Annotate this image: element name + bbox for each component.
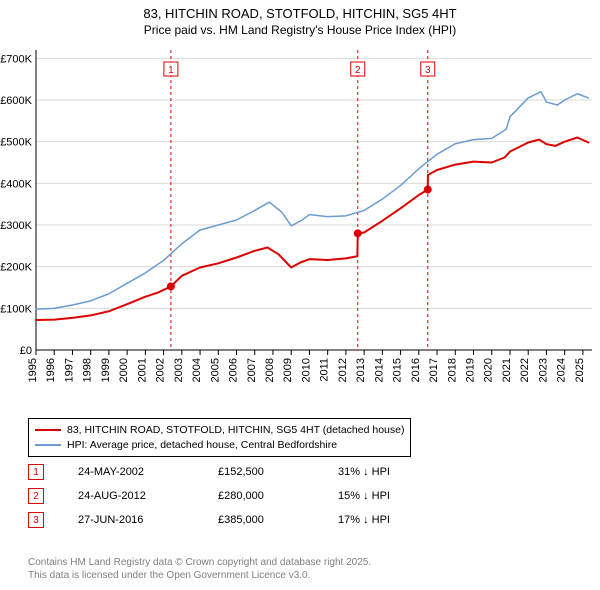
marker-date: 24-AUG-2012: [78, 490, 218, 502]
svg-text:2022: 2022: [519, 358, 531, 382]
svg-text:£400K: £400K: [0, 178, 32, 190]
legend-item: HPI: Average price, detached house, Cent…: [35, 437, 404, 452]
svg-text:2003: 2003: [173, 358, 185, 382]
svg-text:3: 3: [425, 65, 431, 76]
svg-text:2018: 2018: [446, 358, 458, 382]
svg-text:£200K: £200K: [0, 262, 32, 274]
svg-text:1: 1: [168, 65, 174, 76]
svg-text:2014: 2014: [373, 358, 385, 382]
marker-table: 1 24-MAY-2002£152,50031% ↓ HPI 2 24-AUG-201…: [28, 460, 458, 532]
legend-label: 83, HITCHIN ROAD, STOTFOLD, HITCHIN, SG5…: [67, 424, 404, 436]
svg-text:2025: 2025: [574, 358, 586, 382]
svg-text:2006: 2006: [228, 358, 240, 382]
svg-text:£0: £0: [20, 345, 32, 357]
svg-text:2009: 2009: [282, 358, 294, 382]
svg-text:2001: 2001: [136, 358, 148, 382]
svg-text:2: 2: [355, 65, 361, 76]
marker-number-box: 3: [28, 512, 44, 528]
chart-title: 83, HITCHIN ROAD, STOTFOLD, HITCHIN, SG5…: [0, 0, 600, 23]
marker-price: £385,000: [218, 514, 338, 526]
svg-text:£300K: £300K: [0, 220, 32, 232]
license-text: Contains HM Land Registry data © Crown c…: [28, 556, 371, 582]
marker-date: 27-JUN-2016: [78, 514, 218, 526]
marker-price: £152,500: [218, 466, 338, 478]
svg-text:2008: 2008: [264, 358, 276, 382]
svg-text:1995: 1995: [27, 358, 39, 382]
legend: 83, HITCHIN ROAD, STOTFOLD, HITCHIN, SG5…: [28, 418, 411, 457]
chart-area: £0 £100K £200K £300K £400K £500K £600K £700K 199…: [0, 44, 600, 410]
svg-text:2000: 2000: [118, 358, 130, 382]
svg-text:1998: 1998: [82, 358, 94, 382]
svg-text:2005: 2005: [209, 358, 221, 382]
svg-text:1996: 1996: [45, 358, 57, 382]
svg-text:£600K: £600K: [0, 95, 32, 107]
marker-row: 2 24-AUG-2012£280,00015% ↓ HPI: [28, 484, 458, 508]
legend-swatch: [35, 444, 61, 446]
svg-text:2013: 2013: [355, 358, 367, 382]
marker-number-box: 2: [28, 488, 44, 504]
svg-text:2019: 2019: [465, 358, 477, 382]
svg-text:2023: 2023: [537, 358, 549, 382]
legend-item: 83, HITCHIN ROAD, STOTFOLD, HITCHIN, SG5…: [35, 422, 404, 437]
license-line: Contains HM Land Registry data © Crown c…: [28, 556, 371, 569]
marker-date: 24-MAY-2002: [78, 466, 218, 478]
svg-text:2016: 2016: [410, 358, 422, 382]
svg-text:1997: 1997: [63, 358, 75, 382]
marker-delta: 31% ↓ HPI: [338, 466, 458, 478]
svg-text:2012: 2012: [337, 358, 349, 382]
svg-text:2010: 2010: [300, 358, 312, 382]
chart-subtitle: Price paid vs. HM Land Registry's House …: [0, 23, 600, 37]
legend-swatch: [35, 429, 61, 431]
svg-text:2002: 2002: [155, 358, 167, 382]
license-line: This data is licensed under the Open Gov…: [28, 569, 371, 582]
svg-text:£100K: £100K: [0, 303, 32, 315]
svg-text:2021: 2021: [501, 358, 513, 382]
marker-row: 3 27-JUN-2016£385,00017% ↓ HPI: [28, 508, 458, 532]
marker-delta: 15% ↓ HPI: [338, 490, 458, 502]
svg-text:1999: 1999: [100, 358, 112, 382]
svg-text:£700K: £700K: [0, 53, 32, 65]
svg-text:2015: 2015: [392, 358, 404, 382]
marker-number-box: 1: [28, 464, 44, 480]
svg-text:2017: 2017: [428, 358, 440, 382]
svg-text:2024: 2024: [556, 358, 568, 382]
marker-row: 1 24-MAY-2002£152,50031% ↓ HPI: [28, 460, 458, 484]
svg-text:£500K: £500K: [0, 137, 32, 149]
line-chart: £0 £100K £200K £300K £400K £500K £600K £700K 199…: [0, 44, 600, 410]
svg-text:2007: 2007: [246, 358, 258, 382]
marker-delta: 17% ↓ HPI: [338, 514, 458, 526]
svg-text:2004: 2004: [191, 358, 203, 382]
legend-label: HPI: Average price, detached house, Cent…: [67, 439, 337, 451]
marker-price: £280,000: [218, 490, 338, 502]
svg-text:2020: 2020: [483, 358, 495, 382]
svg-text:2011: 2011: [319, 358, 331, 382]
